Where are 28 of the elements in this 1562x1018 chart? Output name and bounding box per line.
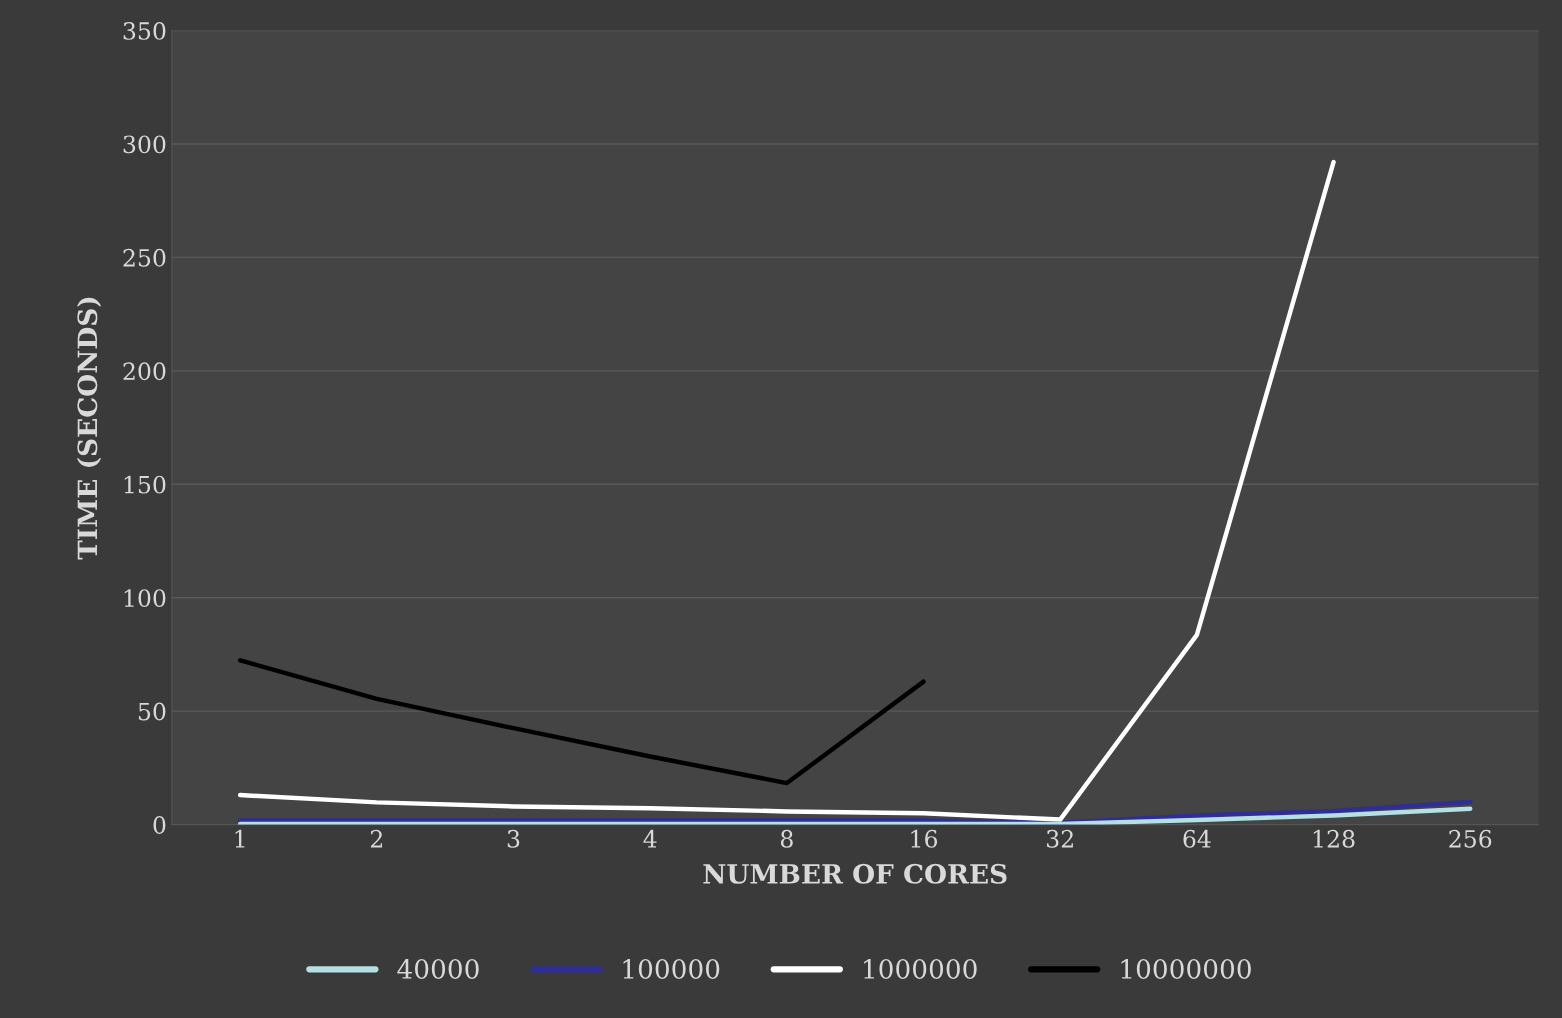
legend-label: 1000000 — [864, 959, 977, 979]
y-tick-label: 250 — [123, 248, 166, 267]
legend-label: 40000 — [397, 959, 479, 979]
y-tick-label: 0 — [153, 816, 166, 834]
x-tick-label: 3 — [507, 829, 520, 848]
y-tick-label: 300 — [123, 135, 166, 154]
y-tick-label: 200 — [123, 362, 166, 381]
x-tick-label: 2 — [370, 829, 383, 848]
y-tick-label: 50 — [138, 702, 166, 721]
x-tick-label: 8 — [780, 829, 793, 848]
y-axis-title: TIME (SECONDS) — [76, 297, 102, 560]
line-series — [237, 799, 1473, 825]
legend-label: 10000000 — [1121, 959, 1251, 979]
x-tick-label: 64 — [1183, 829, 1211, 848]
x-tick-label: 16 — [911, 829, 938, 848]
x-axis-title: NUMBER OF CORES — [703, 863, 1007, 884]
x-tick-label: 256 — [1449, 829, 1492, 848]
legend-label: 100000 — [623, 959, 720, 979]
y-tick-label: 150 — [124, 475, 166, 494]
line-series — [237, 159, 1336, 822]
x-tick-label: 4 — [643, 829, 657, 848]
line-series — [237, 658, 926, 786]
x-tick-label: 32 — [1046, 829, 1073, 848]
x-tick-label: 1 — [235, 829, 245, 848]
y-tick-label: 350 — [123, 21, 166, 40]
line-series — [237, 806, 1473, 825]
x-tick-label: 128 — [1313, 829, 1355, 848]
y-tick-label: 100 — [124, 589, 166, 608]
